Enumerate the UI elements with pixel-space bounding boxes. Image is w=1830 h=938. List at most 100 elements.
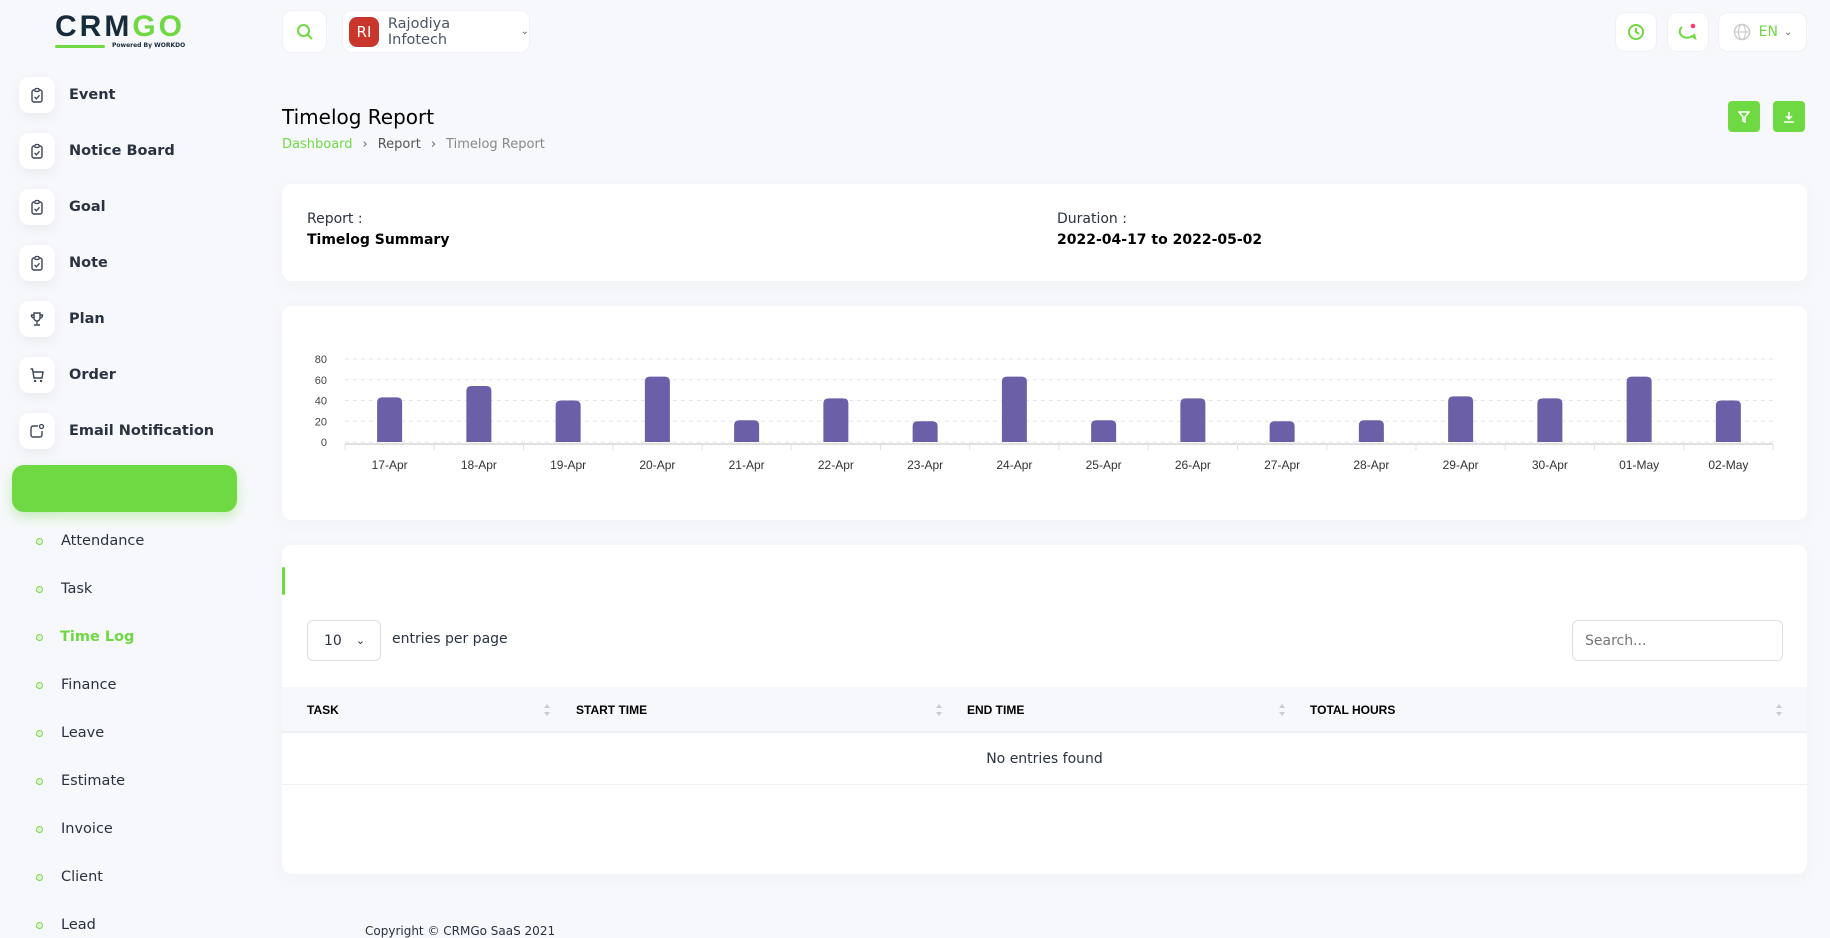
- bullet-icon: [36, 777, 43, 785]
- search-icon: [296, 23, 313, 40]
- sidebar-subitem-invoice[interactable]: Invoice: [36, 817, 113, 841]
- x-tick-label: 24-Apr: [996, 458, 1032, 472]
- sidebar-item-goal[interactable]: Goal: [19, 185, 239, 229]
- timer-button[interactable]: [1615, 12, 1657, 52]
- x-tick-label: 26-Apr: [1175, 458, 1211, 472]
- logo-bar: [55, 45, 105, 48]
- bar: [555, 400, 581, 442]
- bar: [1180, 398, 1206, 442]
- logo[interactable]: CRMGO Powered By WORKDO: [55, 10, 186, 49]
- sort-icon[interactable]: [1775, 703, 1783, 717]
- duration-value: 2022-04-17 to 2022-05-02: [1057, 232, 1263, 248]
- filter-button[interactable]: [1728, 101, 1760, 132]
- filter-icon: [1738, 110, 1750, 123]
- cart-icon: [19, 357, 55, 393]
- sidebar-subitem-client[interactable]: Client: [36, 865, 103, 889]
- bar: [1269, 421, 1295, 442]
- table-header: TASK START TIME END TIME TOTAL HOURS: [282, 687, 1807, 733]
- x-tick-label: 20-Apr: [639, 458, 675, 472]
- column-task[interactable]: TASK: [307, 703, 339, 717]
- bar: [377, 397, 403, 442]
- bar: [734, 420, 760, 442]
- notification-icon: [19, 413, 55, 449]
- avatar: RI: [349, 16, 379, 47]
- bar: [1091, 420, 1117, 442]
- breadcrumb-report[interactable]: Report: [377, 137, 421, 152]
- x-tick-label: 01-May: [1619, 458, 1659, 472]
- breadcrumb: Dashboard › Report › Timelog Report: [282, 137, 545, 152]
- sidebar-subitem-lead[interactable]: Lead: [36, 913, 96, 937]
- table-search-input[interactable]: [1572, 620, 1783, 661]
- download-button[interactable]: [1773, 101, 1805, 132]
- bar: [912, 421, 938, 442]
- x-tick-label: 30-Apr: [1532, 458, 1568, 472]
- table-card: 10 ⌄ entries per page TASK START TIME EN…: [282, 545, 1807, 874]
- sort-icon[interactable]: [543, 703, 551, 717]
- clipboard-check-icon: [19, 77, 55, 113]
- y-tick-label: 40: [315, 396, 327, 408]
- breadcrumb-dashboard[interactable]: Dashboard: [282, 137, 353, 152]
- sidebar-item-order[interactable]: Order: [19, 353, 239, 397]
- column-end-time[interactable]: END TIME: [967, 703, 1025, 717]
- sort-icon[interactable]: [1278, 703, 1286, 717]
- breadcrumb-current: Timelog Report: [446, 137, 545, 152]
- bullet-icon: [36, 921, 43, 929]
- sidebar-subitem-time-log[interactable]: Time Log: [36, 625, 134, 649]
- bar: [644, 376, 670, 442]
- messages-button[interactable]: [1667, 12, 1709, 52]
- bullet-icon: [36, 873, 43, 881]
- bar: [466, 385, 492, 442]
- chevron-down-icon: ⌄: [1783, 26, 1793, 38]
- language-dropdown[interactable]: EN ⌄: [1718, 12, 1807, 52]
- footer-copyright: Copyright © CRMGo SaaS 2021: [365, 924, 556, 938]
- x-tick-label: 25-Apr: [1086, 458, 1122, 472]
- column-total-hours[interactable]: TOTAL HOURS: [1310, 703, 1396, 717]
- sidebar-subitem-leave[interactable]: Leave: [36, 721, 104, 745]
- chevron-down-icon: ⌄: [520, 26, 529, 37]
- search-button[interactable]: [282, 10, 327, 53]
- clipboard-check-icon: [19, 245, 55, 281]
- x-tick-label: 27-Apr: [1264, 458, 1300, 472]
- sidebar-item-notice-board[interactable]: Notice Board: [19, 129, 239, 173]
- sidebar-subitem-attendance[interactable]: Attendance: [36, 529, 144, 553]
- page-title: Timelog Report: [282, 105, 435, 129]
- sidebar-subitem-task[interactable]: Task: [36, 577, 92, 601]
- company-dropdown[interactable]: RI Rajodiya Infotech ⌄: [342, 10, 530, 53]
- x-tick-label: 23-Apr: [907, 458, 943, 472]
- sidebar-item-note[interactable]: Note: [19, 241, 239, 285]
- x-tick-label: 21-Apr: [729, 458, 765, 472]
- chevron-down-icon: ⌄: [355, 634, 366, 647]
- sidebar-item-email-notification[interactable]: Email Notification: [19, 409, 239, 453]
- column-start-time[interactable]: START TIME: [576, 703, 648, 717]
- globe-icon: [1733, 23, 1750, 41]
- sidebar-item-event[interactable]: Event: [19, 73, 239, 117]
- report-active-bg: [12, 465, 237, 512]
- bullet-icon: [36, 585, 43, 593]
- bar: [1001, 376, 1027, 442]
- bar: [1537, 398, 1563, 442]
- x-tick-label: 22-Apr: [818, 458, 854, 472]
- sidebar-subitem-finance[interactable]: Finance: [36, 673, 116, 697]
- bar: [1626, 376, 1652, 442]
- clipboard-check-icon: [19, 189, 55, 225]
- x-tick-label: 19-Apr: [550, 458, 586, 472]
- y-tick-label: 20: [315, 416, 327, 428]
- x-tick-label: 18-Apr: [461, 458, 497, 472]
- x-tick-label: 28-Apr: [1353, 458, 1389, 472]
- y-tick-label: 60: [315, 375, 327, 387]
- bullet-icon: [36, 537, 43, 545]
- bar: [823, 398, 849, 442]
- bar: [1358, 420, 1384, 442]
- bullet-icon: [36, 681, 43, 689]
- empty-row: No entries found: [282, 733, 1807, 785]
- page-size-select[interactable]: 10 ⌄: [307, 620, 381, 661]
- bar: [1715, 400, 1741, 442]
- y-tick-label: 80: [315, 354, 327, 366]
- clock-icon: [1628, 24, 1644, 40]
- bullet-icon: [36, 825, 43, 833]
- trophy-icon: [19, 301, 55, 337]
- sidebar-subitem-estimate[interactable]: Estimate: [36, 769, 125, 793]
- sidebar-item-plan[interactable]: Plan: [19, 297, 239, 341]
- x-tick-label: 17-Apr: [372, 458, 408, 472]
- sort-icon[interactable]: [935, 703, 943, 717]
